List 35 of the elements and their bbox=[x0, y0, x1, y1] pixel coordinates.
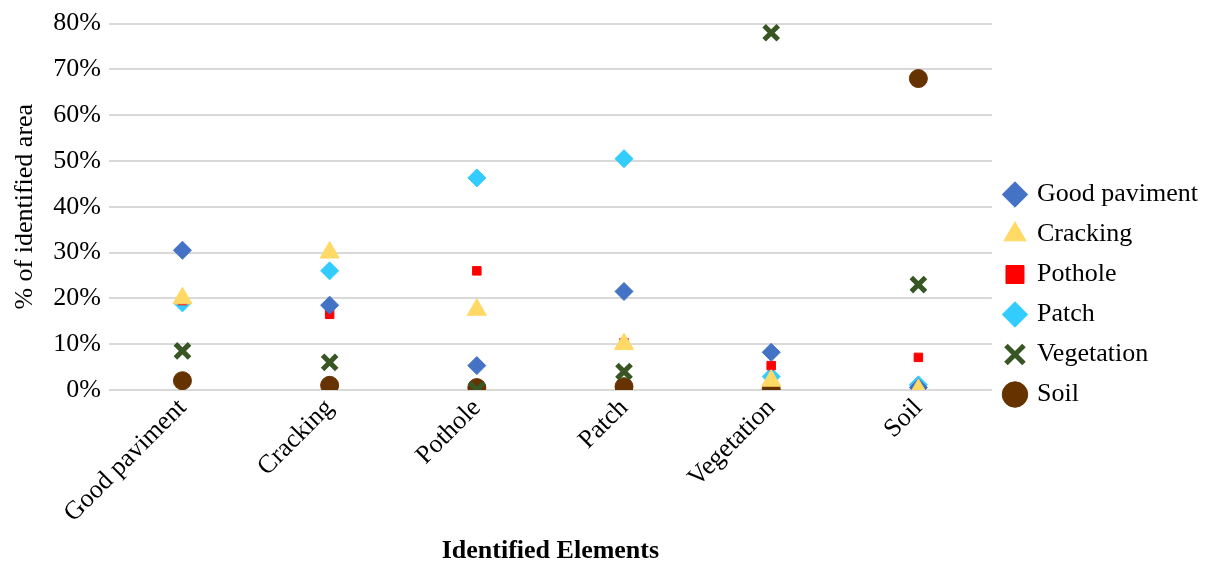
point bbox=[913, 352, 924, 363]
x-tick-label: Soil bbox=[877, 392, 928, 443]
point bbox=[320, 352, 340, 372]
point bbox=[172, 341, 193, 361]
legend-label: Good paviment bbox=[1036, 178, 1199, 208]
y-axis-title: % of identified area bbox=[9, 103, 39, 310]
point bbox=[320, 261, 340, 281]
point bbox=[172, 240, 192, 260]
y-tick-label: 0% bbox=[66, 373, 101, 403]
legend-label: Pothole bbox=[1036, 258, 1117, 288]
point bbox=[761, 23, 781, 43]
y-tick-label: 50% bbox=[53, 144, 101, 174]
y-tick-label: 10% bbox=[53, 327, 101, 357]
legend-label: Patch bbox=[1036, 298, 1095, 328]
point bbox=[614, 281, 634, 301]
y-tick-label: 60% bbox=[53, 99, 101, 128]
point bbox=[766, 360, 776, 371]
point bbox=[908, 275, 928, 295]
point bbox=[908, 69, 928, 89]
legend-label: Vegetation bbox=[1036, 338, 1149, 368]
y-tick-label: 30% bbox=[53, 236, 101, 266]
y-tick-label: 80% bbox=[53, 7, 101, 37]
point bbox=[467, 356, 487, 376]
point bbox=[320, 295, 340, 315]
y-tick-label: 40% bbox=[53, 190, 101, 220]
point bbox=[761, 342, 781, 362]
y-tick-label: 20% bbox=[53, 282, 101, 312]
point bbox=[614, 149, 634, 169]
point bbox=[172, 371, 192, 390]
x-axis-title: Identified Elements bbox=[441, 535, 660, 565]
point bbox=[467, 168, 487, 188]
legend-label: Cracking bbox=[1036, 218, 1133, 248]
point bbox=[472, 266, 482, 276]
y-tick-label: 70% bbox=[53, 53, 101, 83]
point bbox=[614, 361, 634, 382]
